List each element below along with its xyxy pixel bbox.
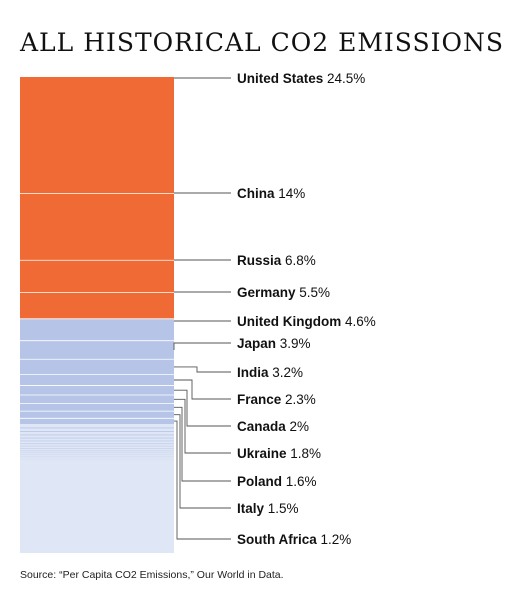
leader-line-ukraine xyxy=(174,398,231,454)
category-label: China xyxy=(237,186,275,201)
bar-label-japan: Japan 3.9% xyxy=(237,336,311,351)
value-label: 4.6% xyxy=(341,314,376,329)
leader-line-india xyxy=(174,366,231,373)
bar-segment-canada xyxy=(20,385,174,395)
value-label: 2% xyxy=(286,419,309,434)
category-label: United States xyxy=(237,71,323,86)
bar-segment-italy xyxy=(20,411,174,419)
bar-label-canada: Canada 2% xyxy=(237,419,309,434)
value-label: 3.2% xyxy=(269,365,304,380)
bar-label-poland: Poland 1.6% xyxy=(237,474,317,489)
bar-label-france: France 2.3% xyxy=(237,392,316,407)
category-label: Russia xyxy=(237,253,282,268)
leader-line-south-africa xyxy=(174,420,231,540)
bar-segment-russia xyxy=(20,260,174,293)
leader-line-france xyxy=(174,379,231,400)
value-label: 3.9% xyxy=(276,336,311,351)
bar-label-india: India 3.2% xyxy=(237,365,303,380)
category-label: France xyxy=(237,392,282,407)
value-label: 2.3% xyxy=(281,392,316,407)
value-label: 1.8% xyxy=(287,446,322,461)
leader-line-poland xyxy=(174,406,231,482)
bar-label-russia: Russia 6.8% xyxy=(237,253,316,268)
bar-segment-south-africa xyxy=(20,418,174,425)
category-label: Germany xyxy=(237,285,296,300)
category-label: Poland xyxy=(237,474,282,489)
bar-segment-ukraine xyxy=(20,394,174,404)
bar-segments xyxy=(20,77,174,553)
source-note: Source: “Per Capita CO2 Emissions,” Our … xyxy=(20,569,284,581)
bar-segment-germany xyxy=(20,292,174,319)
leader-lines xyxy=(173,77,231,540)
category-label: South Africa xyxy=(237,532,317,547)
value-label: 24.5% xyxy=(323,71,365,86)
category-label: Canada xyxy=(237,419,286,434)
bar-label-ukraine: Ukraine 1.8% xyxy=(237,446,321,461)
bar-label-italy: Italy 1.5% xyxy=(237,501,299,516)
value-label: 6.8% xyxy=(281,253,316,268)
bar-segment-poland xyxy=(20,403,174,412)
bar-segment-united-states xyxy=(20,77,174,194)
value-label: 14% xyxy=(275,186,306,201)
bar-label-united-states: United States 24.5% xyxy=(237,71,365,86)
leader-line-italy xyxy=(174,414,231,509)
leader-line-canada xyxy=(174,389,231,427)
bar-label-south-africa: South Africa 1.2% xyxy=(237,532,351,547)
category-label: Italy xyxy=(237,501,265,516)
leader-line-japan xyxy=(173,342,231,350)
bar-labels: United States 24.5% China 14% Russia 6.8% G… xyxy=(237,71,376,547)
bar-label-china: China 14% xyxy=(237,186,305,201)
bar-segment-japan xyxy=(20,340,174,360)
bar-segment-united-kingdom xyxy=(20,318,174,341)
category-label: Japan xyxy=(237,336,276,351)
category-label: Ukraine xyxy=(237,446,287,461)
bar-label-united-kingdom: United Kingdom 4.6% xyxy=(237,314,376,329)
bar-segment-india xyxy=(20,359,174,375)
value-label: 1.5% xyxy=(264,501,299,516)
category-label: India xyxy=(237,365,269,380)
chart-title: ALL HISTORICAL CO2 EMISSIONS xyxy=(20,28,504,57)
value-label: 1.6% xyxy=(282,474,317,489)
value-label: 1.2% xyxy=(317,532,352,547)
bar-label-germany: Germany 5.5% xyxy=(237,285,330,300)
value-label: 5.5% xyxy=(296,285,331,300)
bar-segment-china xyxy=(20,193,174,261)
category-label: United Kingdom xyxy=(237,314,341,329)
bar-segment-france xyxy=(20,374,174,386)
